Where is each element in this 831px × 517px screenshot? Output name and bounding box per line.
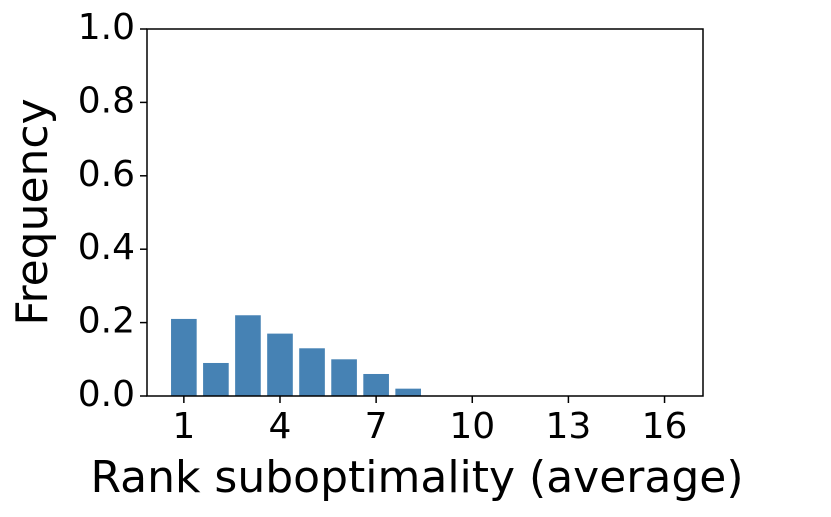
x-tick-label: 16: [642, 406, 688, 447]
x-axis-label: Rank suboptimality (average): [91, 452, 744, 503]
y-tick-label: 1.0: [78, 7, 135, 48]
x-tick-label: 7: [365, 406, 388, 447]
bar: [331, 359, 357, 396]
y-tick-label: 0.4: [78, 227, 135, 268]
bar: [203, 362, 229, 396]
bar: [299, 348, 325, 396]
bar: [235, 315, 261, 396]
y-tick-label: 0.6: [78, 154, 135, 195]
bar: [395, 388, 421, 396]
y-axis-label: Frequency: [7, 98, 58, 325]
x-tick-label: 1: [172, 406, 195, 447]
y-tick-label: 0.2: [78, 301, 135, 342]
bar: [363, 373, 389, 396]
x-tick-label: 10: [449, 406, 495, 447]
plot-frame: [146, 28, 704, 397]
x-tick-label: 4: [269, 406, 292, 447]
y-tick-label: 0.8: [78, 80, 135, 121]
x-tick-label: 13: [546, 406, 592, 447]
bar: [267, 333, 293, 396]
y-tick-label: 0.0: [78, 374, 135, 415]
bar: [171, 318, 197, 396]
